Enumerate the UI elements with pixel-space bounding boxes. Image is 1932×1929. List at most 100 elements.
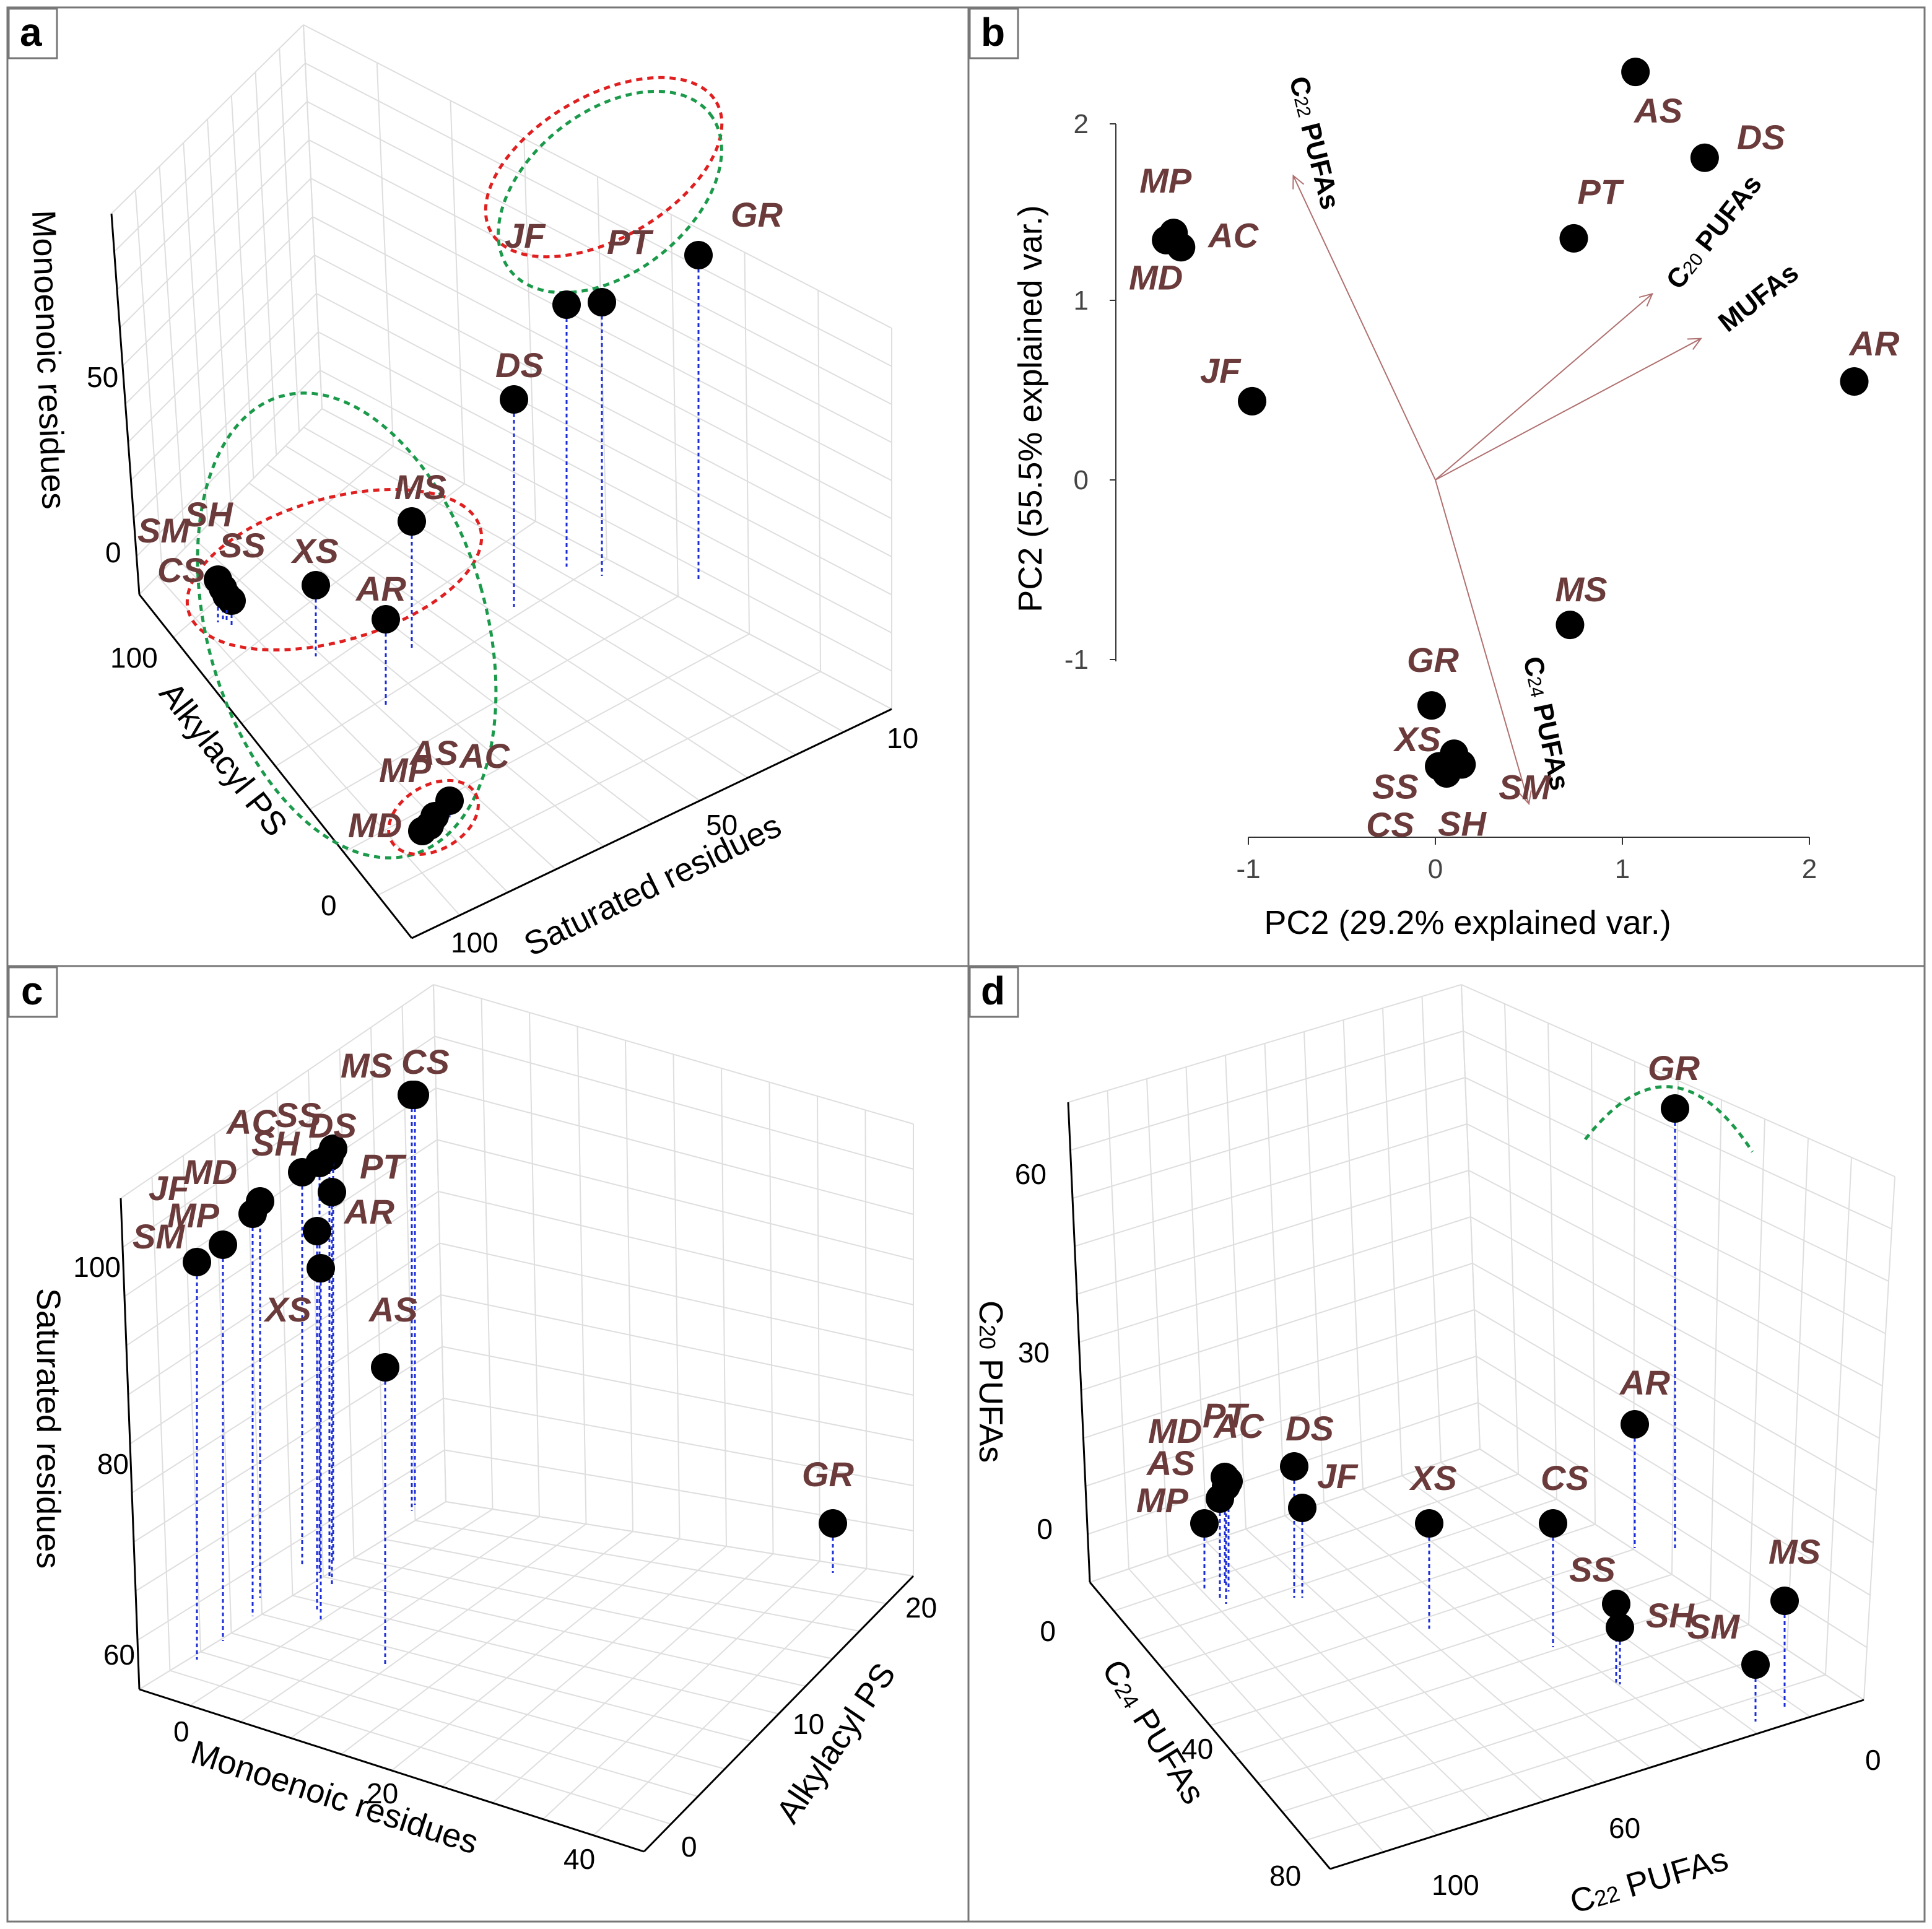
panel-a-grid-line: [266, 464, 749, 778]
panel-d-z-title: C20 PUFAs: [972, 1300, 1009, 1463]
panel-d-label-xs: XS: [1409, 1458, 1457, 1497]
panel-c-y-tick-10: 10: [793, 1708, 824, 1740]
panel-d-label-sh: SH: [1646, 1596, 1695, 1635]
panel-a-point-group-pt: PT: [588, 222, 654, 576]
panel-d-grid-line: [1305, 1674, 1826, 1841]
panel-a-point-gr: [684, 241, 713, 269]
panel-d-grid-line: [1083, 1309, 1475, 1439]
panel-a-point-group-ar: AR: [355, 569, 406, 706]
panel-c-point-group-ms: MS: [341, 1046, 426, 1511]
panel-b-label-ar: AR: [1848, 324, 1899, 363]
panel-a-label-pt: PT: [607, 222, 654, 261]
panel-b-loading-arrow-c24-pufas: [1435, 479, 1530, 804]
panel-c-grid-line: [593, 1568, 868, 1836]
panel-d-point-group-gr: GR: [1648, 1048, 1700, 1548]
panel-d-point-jf: [1288, 1494, 1316, 1522]
panel-c-z-tick-60: 60: [103, 1639, 135, 1671]
panel-a-grid-line: [312, 216, 892, 520]
panel-a-point-group-cs: CS: [157, 551, 241, 622]
panel-d-point-ar: [1621, 1410, 1649, 1439]
panel-c-point-group-sm: SM: [133, 1217, 211, 1660]
panel-b-loading-arrow-c22-pufas: [1292, 175, 1436, 481]
panel-b-loading-label-mufa: MUFAs: [1713, 257, 1804, 337]
panel-a-point-md: [408, 817, 437, 845]
panel-b-point-pt: [1559, 224, 1588, 253]
panel-c-grid-line: [129, 1242, 440, 1445]
panel-c-label-sm: SM: [133, 1217, 185, 1256]
panel-c-label-pt: PT: [360, 1147, 407, 1186]
panel-d-x-tick-0: 0: [1865, 1744, 1881, 1776]
panel-a-z-axis: [110, 213, 141, 595]
panel-b-point-sh: [1436, 752, 1465, 781]
panel-b-label-ss: SS: [1372, 767, 1419, 806]
panel-d-y-tick-40: 40: [1181, 1733, 1213, 1765]
panel-b-label-mp: MP: [1139, 161, 1192, 200]
panel-a-label-ac: AC: [458, 736, 510, 775]
panel-c-point-ms: [398, 1081, 426, 1109]
panel-d-grid-line: [1081, 1263, 1473, 1391]
panel-c-grid-line: [768, 1082, 774, 1554]
panel-letter-c: c: [7, 966, 58, 1018]
panel-b-point-as: [1621, 58, 1650, 87]
panel-c-x-tick-20: 20: [367, 1777, 398, 1809]
panel-a-point-ar: [372, 605, 400, 634]
panel-c-point-xs: [307, 1254, 335, 1282]
panel-d-point-ss: [1602, 1590, 1630, 1618]
panel-b-loading-label-c20: C20 PUFAs: [1660, 169, 1768, 295]
panel-a-grid-line: [303, 24, 892, 329]
panel-d-point-gr: [1661, 1094, 1689, 1123]
panel-d-point-group-ds: DS: [1280, 1409, 1334, 1598]
panel-c-grid-line: [433, 984, 446, 1502]
panel-d-grid-line: [1323, 1502, 1651, 1768]
panel-a-x-axis: [411, 708, 892, 939]
panel-a-frame: [6, 6, 970, 967]
panel-d-grid-line: [1863, 1176, 1895, 1700]
panel-a-ellipse-red-2: [185, 487, 484, 652]
panel-d-grid-line: [1474, 1309, 1874, 1544]
panel-d-grid-line: [1089, 1448, 1481, 1583]
panel-c-label-ms: MS: [341, 1046, 393, 1085]
panel-b-loading-label-c22: C22 PUFAs: [1283, 74, 1346, 213]
panel-d-grid-line: [1476, 1356, 1871, 1596]
panel-d-label-cs: CS: [1541, 1458, 1589, 1497]
panel-d-x-title: C22 PUFAs: [1566, 1840, 1732, 1921]
panel-a-grid-line: [133, 331, 319, 519]
panel-c-grid-line: [415, 1520, 887, 1605]
panel-d-point-group-ar: AR: [1619, 1363, 1670, 1548]
panel-c-point-gr: [819, 1509, 847, 1538]
panel-a-z-title: Monoenoic residues: [25, 209, 72, 510]
panel-c-label-ac: AC: [225, 1102, 277, 1141]
panel-a-grid-line: [111, 24, 304, 214]
panel-a-label-mp: MP: [379, 751, 432, 790]
panel-a-point-group-ms: MS: [394, 468, 446, 650]
panel-a-label-gr: GR: [731, 195, 783, 234]
panel-b-point-ds: [1690, 143, 1719, 172]
panel-d-label-mp: MP: [1136, 1481, 1189, 1520]
panel-b-y-tick-m1: -1: [1064, 645, 1089, 675]
panel-b-loading-arrow-c20-pufas: [1435, 293, 1653, 481]
panel-c-point-group-jf: JF: [149, 1169, 267, 1616]
panel-a-grid-line: [122, 178, 311, 367]
panel-b-point-jf: [1238, 386, 1267, 416]
panel-a-grid-line: [316, 293, 892, 596]
panel-d-point-ds: [1280, 1452, 1308, 1481]
panel-d-label-md: MD: [1148, 1411, 1202, 1450]
panel-letter-d: d: [968, 966, 1019, 1018]
panel-a-grid-line: [212, 520, 604, 847]
panel-c-point-group-ac: AC: [225, 1102, 316, 1567]
panel-c-grid-line: [864, 1110, 868, 1569]
panel-c-grid-line: [339, 1048, 355, 1558]
panel-d-label-jf: JF: [1317, 1457, 1359, 1496]
panel-b-label-md: MD: [1129, 258, 1183, 297]
panel-a-y-axis: [138, 594, 413, 939]
panel-a-label-sm: SM: [137, 511, 190, 550]
panel-a-label-ss: SS: [219, 526, 266, 565]
panel-d-y-tick-0: 0: [1040, 1615, 1056, 1647]
panel-c-grid-line: [442, 1546, 727, 1787]
panel-d-point-group-jf: JF: [1288, 1457, 1359, 1598]
panel-c-grid-line: [817, 1095, 820, 1562]
